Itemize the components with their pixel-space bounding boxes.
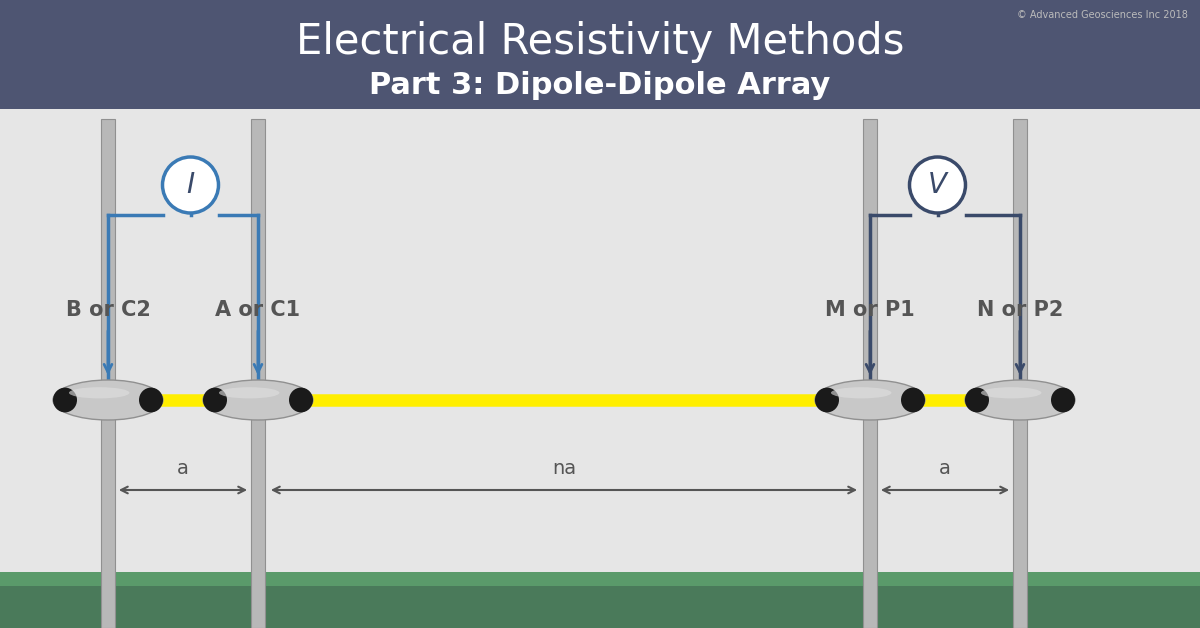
Circle shape <box>162 157 218 213</box>
Bar <box>251 119 265 628</box>
Text: I: I <box>186 171 194 199</box>
Text: A or C1: A or C1 <box>216 300 300 320</box>
Ellipse shape <box>218 387 280 398</box>
Ellipse shape <box>139 387 163 413</box>
Text: B or C2: B or C2 <box>66 300 150 320</box>
Ellipse shape <box>53 387 77 413</box>
Bar <box>0 572 1200 628</box>
Ellipse shape <box>68 387 130 398</box>
Ellipse shape <box>830 387 892 398</box>
Text: a: a <box>178 458 188 477</box>
Text: M or P1: M or P1 <box>826 300 914 320</box>
Ellipse shape <box>203 380 313 420</box>
Text: V: V <box>928 171 947 199</box>
Circle shape <box>910 157 966 213</box>
Ellipse shape <box>1051 387 1075 413</box>
Bar <box>1013 119 1027 628</box>
Ellipse shape <box>53 380 163 420</box>
Ellipse shape <box>965 380 1075 420</box>
Ellipse shape <box>965 387 989 413</box>
Bar <box>0 572 1200 586</box>
Text: N or P2: N or P2 <box>977 300 1063 320</box>
Ellipse shape <box>901 387 925 413</box>
Ellipse shape <box>815 387 839 413</box>
Bar <box>863 119 877 628</box>
Ellipse shape <box>980 387 1042 398</box>
Ellipse shape <box>203 387 227 413</box>
Ellipse shape <box>289 387 313 413</box>
Text: Part 3: Dipole-Dipole Array: Part 3: Dipole-Dipole Array <box>370 70 830 99</box>
Text: a: a <box>940 458 950 477</box>
Bar <box>101 119 115 628</box>
Text: © Advanced Geosciences Inc 2018: © Advanced Geosciences Inc 2018 <box>1018 10 1188 20</box>
Text: Electrical Resistivity Methods: Electrical Resistivity Methods <box>296 21 904 63</box>
Bar <box>0 0 1200 109</box>
Text: na: na <box>552 458 576 477</box>
Bar <box>0 109 1200 628</box>
Ellipse shape <box>815 380 925 420</box>
